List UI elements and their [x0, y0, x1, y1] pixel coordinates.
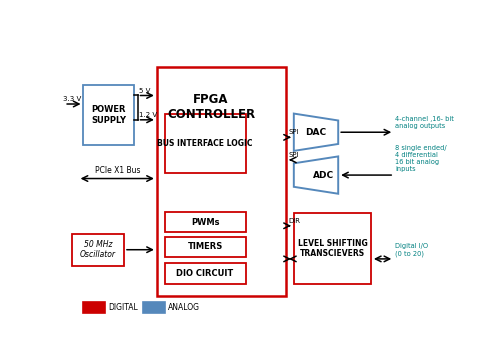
Text: LEVEL SHIFTING
TRANSCIEVERS: LEVEL SHIFTING TRANSCIEVERS: [297, 239, 368, 258]
Bar: [164, 263, 246, 284]
Text: 4-channel ,16- bit
analog outputs: 4-channel ,16- bit analog outputs: [395, 116, 454, 130]
Text: 3.3 V: 3.3 V: [63, 96, 81, 102]
Text: BUS INTERFACE LOGIC: BUS INTERFACE LOGIC: [157, 139, 253, 148]
Bar: [72, 234, 124, 266]
Bar: [84, 85, 133, 145]
Text: ADC: ADC: [313, 171, 334, 180]
Text: DIGITAL: DIGITAL: [109, 303, 138, 312]
Text: SPI: SPI: [288, 151, 298, 158]
Bar: [164, 113, 246, 173]
Text: SPI: SPI: [288, 129, 298, 135]
Text: DIR: DIR: [288, 218, 300, 224]
Bar: [157, 66, 286, 296]
Text: 8 single ended/
4 differential
16 bit analog
inputs: 8 single ended/ 4 differential 16 bit an…: [395, 145, 447, 172]
Text: POWER
SUPPLY: POWER SUPPLY: [91, 105, 126, 125]
Text: DAC: DAC: [305, 128, 327, 137]
Bar: [164, 212, 246, 232]
Text: 1.2 V: 1.2 V: [139, 112, 157, 118]
Text: FPGA
CONTROLLER: FPGA CONTROLLER: [167, 93, 255, 121]
Bar: [143, 302, 164, 313]
Bar: [294, 213, 371, 284]
Bar: [164, 237, 246, 257]
Text: PWMs: PWMs: [191, 218, 219, 227]
Text: Digital I/O
(0 to 20): Digital I/O (0 to 20): [395, 243, 428, 257]
Text: 50 MHz
Oscillator: 50 MHz Oscillator: [80, 240, 116, 260]
Text: 5 V: 5 V: [139, 88, 151, 94]
Bar: [84, 302, 105, 313]
Text: ANALOG: ANALOG: [168, 303, 200, 312]
Text: DIO CIRCUIT: DIO CIRCUIT: [176, 269, 234, 278]
Text: PCIe X1 Bus: PCIe X1 Bus: [95, 166, 140, 175]
Text: TIMERS: TIMERS: [187, 242, 223, 251]
